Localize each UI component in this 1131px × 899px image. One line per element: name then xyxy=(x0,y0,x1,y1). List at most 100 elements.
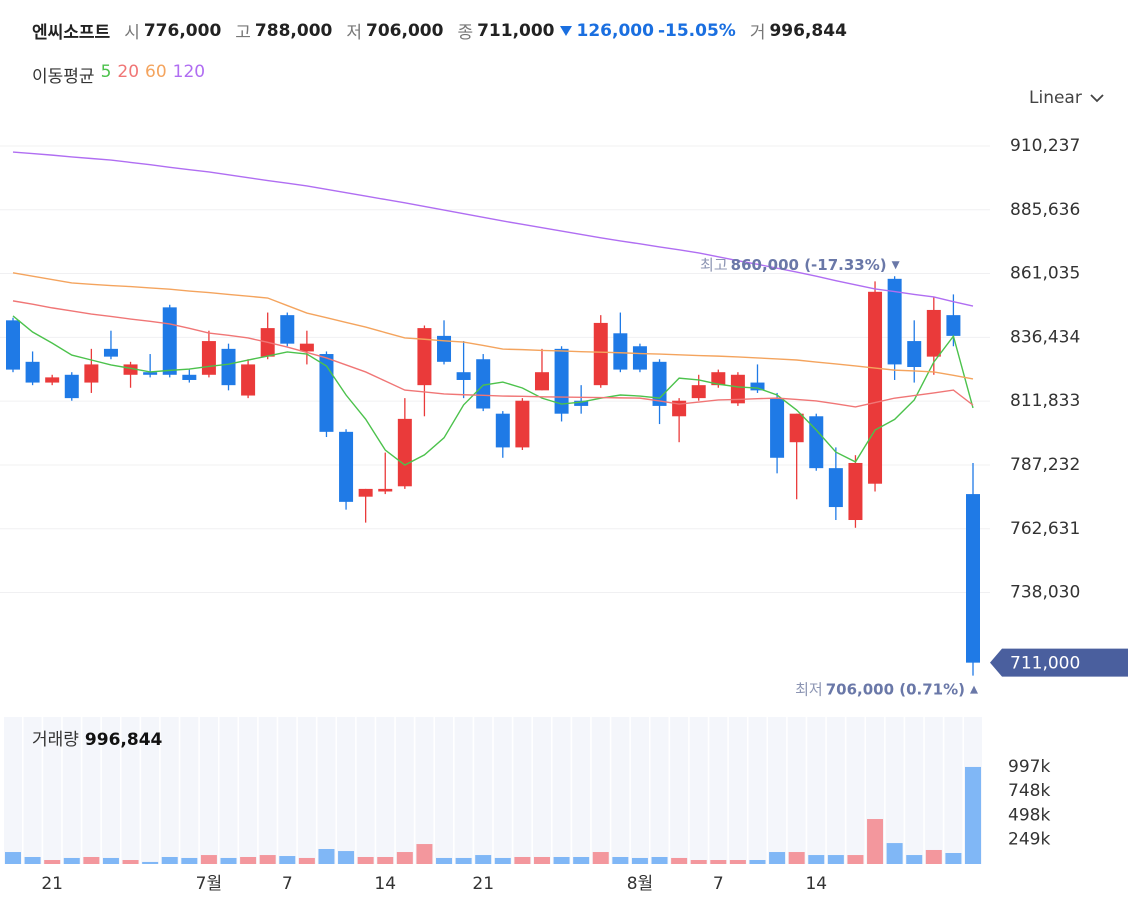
volume-bar xyxy=(220,857,237,864)
candle-body xyxy=(201,341,216,375)
close-value: 711,000 xyxy=(477,20,555,41)
volume-bar xyxy=(925,849,942,864)
volume-slot xyxy=(768,717,787,864)
volume-slot xyxy=(337,717,356,864)
volume-bar xyxy=(5,852,21,864)
y-tick-label: 836,434 xyxy=(1010,327,1080,347)
volume-slot xyxy=(23,717,42,864)
candle-body xyxy=(574,400,589,406)
annotation-label: 최저 xyxy=(795,680,823,698)
volume-slot xyxy=(709,717,728,864)
y-tick-label: 811,833 xyxy=(1010,391,1080,411)
volume-slot xyxy=(376,717,395,864)
volume-bar xyxy=(592,852,609,864)
volume-slot xyxy=(591,717,610,864)
candle-body xyxy=(966,494,980,663)
candle-body xyxy=(182,374,197,380)
volume-bar xyxy=(867,819,884,864)
y-tick-label: 861,035 xyxy=(1010,264,1080,284)
volume-bar xyxy=(671,857,688,864)
volume-bar xyxy=(533,856,550,864)
volume-bar xyxy=(122,860,139,864)
candle-body xyxy=(730,374,745,404)
volume-slot xyxy=(4,717,22,864)
volume-slot xyxy=(101,717,120,864)
candle-body xyxy=(437,335,452,362)
volume-slot xyxy=(199,717,218,864)
x-tick-label: 7월 xyxy=(196,874,222,894)
candle-body xyxy=(691,385,706,399)
candle-body xyxy=(25,361,40,383)
volume-bar xyxy=(827,855,844,864)
change-value: 126,000 xyxy=(576,20,654,41)
volume-label: 거 xyxy=(749,23,766,43)
change-percent: -15.05% xyxy=(657,20,736,41)
volume-slot xyxy=(219,717,238,864)
volume-slot xyxy=(748,717,767,864)
candle-body xyxy=(672,400,687,417)
x-tick-label: 8월 xyxy=(627,874,653,894)
volume-bar xyxy=(259,855,276,864)
volume-slot xyxy=(572,717,591,864)
volume-bar xyxy=(161,856,178,864)
volume-slot xyxy=(670,717,689,864)
volume-bar xyxy=(83,856,100,864)
high-label: 고 xyxy=(235,23,251,43)
y-tick-label: 787,232 xyxy=(1010,455,1080,475)
candle-body xyxy=(613,333,628,370)
volume-slot xyxy=(689,717,708,864)
low-label: 저 xyxy=(346,23,362,43)
volume-bar xyxy=(945,852,962,864)
volume-bar xyxy=(455,857,472,864)
high-value: 788,000 xyxy=(254,20,333,41)
volume-bar xyxy=(240,856,257,864)
volume-slot xyxy=(630,717,649,864)
legend: 이동평균 5 20 60 120 xyxy=(32,62,205,87)
candle-body xyxy=(64,374,79,399)
legend-entry: 120 xyxy=(172,62,206,82)
volume-bar xyxy=(886,843,903,864)
candle-body xyxy=(417,328,432,386)
volume-slot xyxy=(807,717,826,864)
volume-slot xyxy=(141,717,160,864)
open-label: 시 xyxy=(124,23,140,43)
candle-body xyxy=(143,372,158,375)
x-tick-label: 7 xyxy=(713,874,724,894)
volume-bar xyxy=(181,857,198,864)
candle-body xyxy=(299,343,314,352)
volume-slot xyxy=(532,717,551,864)
volume-slot xyxy=(356,717,375,864)
volume-bar xyxy=(573,856,590,864)
moving-average-line xyxy=(12,315,974,466)
volume-slot xyxy=(787,717,806,864)
y-tick-label: 762,631 xyxy=(1010,519,1080,539)
legend-entry: 20 xyxy=(117,62,140,82)
volume-bar xyxy=(63,857,80,864)
volume-slot xyxy=(415,717,434,864)
y-tick-label: 885,636 xyxy=(1010,200,1080,220)
volume-slot xyxy=(924,717,943,864)
volume-bar xyxy=(788,852,805,864)
volume-slot xyxy=(905,717,924,864)
scale-selector-label: Linear xyxy=(1029,88,1082,108)
volume-bar xyxy=(749,860,766,864)
volume-slot xyxy=(513,717,532,864)
volume-bar xyxy=(847,855,864,864)
volume-bar xyxy=(494,857,511,864)
volume-slot xyxy=(552,717,571,864)
volume-bar xyxy=(651,856,668,864)
x-tick-label: 21 xyxy=(472,874,494,894)
volume-bar xyxy=(200,855,217,864)
candle-body xyxy=(6,320,20,370)
legend-title: 이동평균 xyxy=(32,67,95,87)
volume-bar xyxy=(965,766,981,864)
scale-selector[interactable]: Linear xyxy=(1029,88,1104,108)
volume-bar xyxy=(631,857,648,864)
volume-slot xyxy=(474,717,493,864)
y-tick-label: 738,030 xyxy=(1010,583,1080,603)
candle-body xyxy=(280,315,295,344)
volume-tick-label: 498k xyxy=(1008,805,1050,825)
price-annotation: 최저 706,000 (0.71%) xyxy=(795,680,965,698)
annotation-label: 최고 xyxy=(700,256,728,274)
